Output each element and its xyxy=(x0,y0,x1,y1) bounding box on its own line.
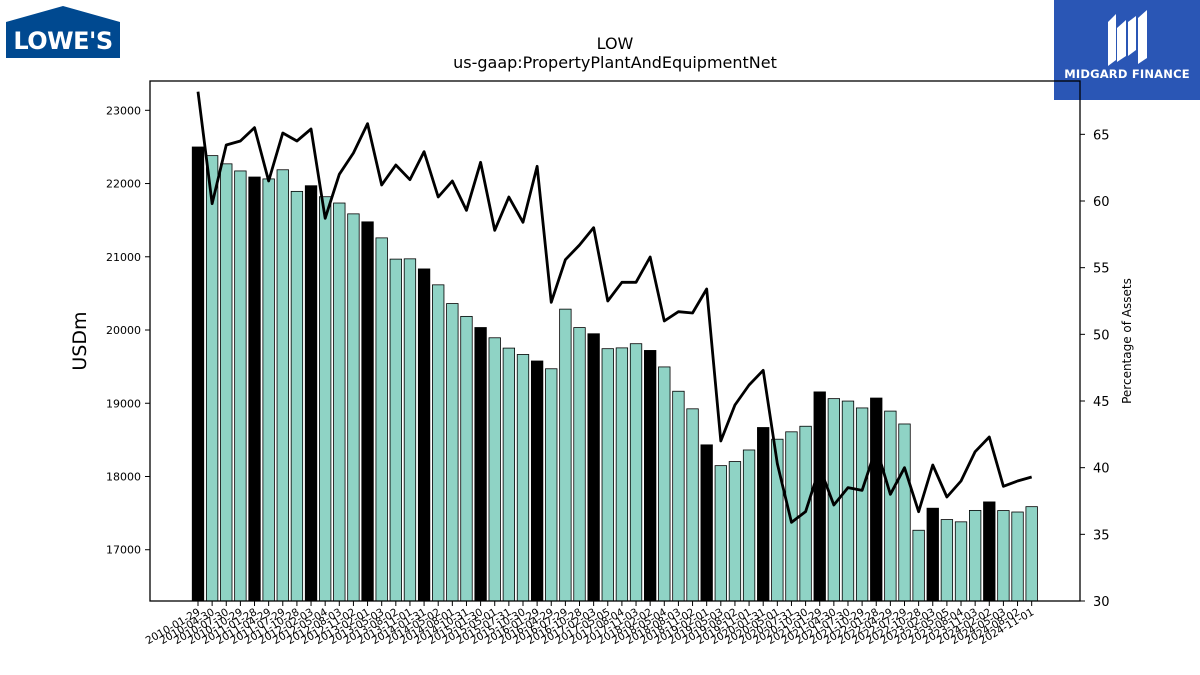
bar xyxy=(333,202,346,602)
bar xyxy=(615,347,629,602)
bar xyxy=(969,509,982,602)
bar xyxy=(629,343,643,602)
y-tick-label: 22000 xyxy=(106,178,141,191)
bar xyxy=(898,423,911,602)
bar xyxy=(686,408,699,602)
bar xyxy=(700,444,713,602)
bar xyxy=(728,461,742,602)
y-tick-label: 21000 xyxy=(106,251,141,264)
right-axis: 30 35 40 45 50 55 60 65 xyxy=(1080,128,1110,610)
bar xyxy=(559,308,572,602)
bars-group xyxy=(191,146,1038,602)
bar xyxy=(488,337,501,602)
y-tick-label: 20000 xyxy=(106,324,141,337)
y-tick-label: 23000 xyxy=(106,104,141,117)
bar xyxy=(361,221,374,602)
y-tick-label: 18000 xyxy=(106,470,141,483)
bar xyxy=(290,190,304,602)
bar xyxy=(601,348,614,602)
midgard-logo-text: MIDGARD FINANCE xyxy=(1064,67,1190,81)
bar xyxy=(432,284,445,602)
bar xyxy=(672,390,685,602)
bar xyxy=(940,519,954,602)
bar xyxy=(587,333,600,602)
midgard-emblem-icon xyxy=(1108,10,1147,66)
bar xyxy=(954,521,968,602)
bar xyxy=(460,315,473,602)
bar xyxy=(248,176,261,602)
series-line xyxy=(196,91,1033,524)
bar xyxy=(474,327,487,602)
line-layer xyxy=(196,91,1033,524)
y2-tick-label: 50 xyxy=(1093,328,1110,343)
midgard-finance-logo: MIDGARD FINANCE xyxy=(1054,0,1200,100)
y-tick-label: 17000 xyxy=(106,544,141,557)
bar xyxy=(417,268,431,602)
y2-tick-label: 55 xyxy=(1093,262,1110,277)
bar xyxy=(347,213,360,602)
plot-frame xyxy=(149,80,1081,602)
x-axis: 2010-01-292010-04-302010-07-302010-10-29… xyxy=(144,601,1036,647)
bar xyxy=(516,354,530,602)
bar xyxy=(714,465,727,602)
y-tick-label: 19000 xyxy=(106,397,141,410)
bar xyxy=(658,366,671,602)
bar xyxy=(926,507,939,602)
y2-tick-label: 30 xyxy=(1093,595,1110,610)
lowes-logo-text: LOWE'S xyxy=(13,27,112,55)
y-axis-label: USDm xyxy=(69,311,91,370)
bar xyxy=(502,347,516,602)
bar xyxy=(573,327,586,602)
bar xyxy=(870,397,883,602)
bar xyxy=(1025,506,1038,602)
bar xyxy=(757,427,770,602)
y2-tick-label: 60 xyxy=(1093,195,1110,210)
left-axis: 17000 18000 19000 20000 21000 22000 23000 xyxy=(106,104,150,557)
lowes-logo: LOWE'S xyxy=(6,6,120,58)
bar xyxy=(545,368,558,602)
y2-tick-label: 65 xyxy=(1093,128,1110,143)
bar xyxy=(855,407,869,602)
bar xyxy=(983,501,996,602)
bar xyxy=(742,449,756,602)
bar xyxy=(319,196,332,602)
bar xyxy=(234,170,247,602)
bar xyxy=(389,258,402,602)
chart-title: LOW xyxy=(597,34,634,53)
bar xyxy=(446,303,459,602)
bar xyxy=(1011,511,1024,602)
bar xyxy=(644,350,657,602)
bar xyxy=(375,237,388,602)
bar xyxy=(191,146,205,602)
bar xyxy=(841,400,855,602)
y2-tick-label: 40 xyxy=(1093,462,1110,477)
bar xyxy=(997,510,1010,602)
y2-axis-label: Percentage of Assets xyxy=(1120,278,1134,404)
y2-tick-label: 35 xyxy=(1093,528,1110,543)
bar xyxy=(884,410,897,602)
bar xyxy=(912,529,925,602)
bar xyxy=(304,185,318,602)
bar xyxy=(276,169,289,602)
bar xyxy=(403,258,417,602)
chart-subtitle: us-gaap:PropertyPlantAndEquipmentNet xyxy=(453,53,777,72)
bar xyxy=(205,155,219,602)
bar xyxy=(813,391,826,602)
y2-tick-label: 45 xyxy=(1093,395,1110,410)
bar xyxy=(220,163,233,602)
bar xyxy=(530,360,544,602)
bar xyxy=(262,178,275,602)
